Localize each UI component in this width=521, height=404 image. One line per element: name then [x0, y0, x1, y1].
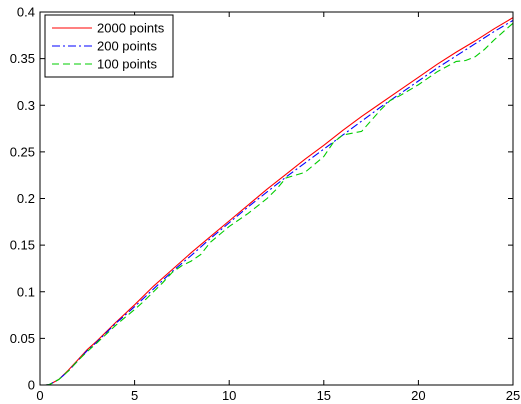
series-line-2	[45, 22, 514, 386]
x-tick-label-4: 20	[411, 388, 425, 403]
legend-label-1: 200 points	[97, 39, 157, 54]
y-tick-label-4: 0.2	[17, 191, 35, 206]
legend-box	[44, 14, 174, 78]
y-tick-label-7: 0.35	[10, 51, 35, 66]
x-tick-label-5: 25	[506, 388, 520, 403]
x-tick-label-3: 15	[317, 388, 331, 403]
x-tick-label-0: 0	[36, 388, 43, 403]
y-tick-label-3: 0.15	[10, 238, 35, 253]
y-tick-label-0: 0	[28, 378, 35, 393]
y-tick-label-6: 0.3	[17, 98, 35, 113]
y-tick-label-2: 0.1	[17, 284, 35, 299]
y-tick-label-1: 0.05	[10, 331, 35, 346]
series-layer	[45, 17, 514, 386]
ticks-layer: 0 5 10 15 20 25 0 0.05 0.1 0.15 0.2 0.25 0.3 0.35 0.4	[10, 5, 521, 404]
x-tick-label-1: 5	[131, 388, 138, 403]
y-tick-label-8: 0.4	[17, 5, 35, 20]
x-tick-label-2: 10	[222, 388, 236, 403]
legend-label-2: 100 points	[97, 57, 157, 72]
legend: 2000 points 200 points 100 points	[44, 14, 174, 78]
series-line-0	[45, 17, 514, 386]
legend-label-0: 2000 points	[97, 21, 165, 36]
y-tick-label-5: 0.25	[10, 144, 35, 159]
